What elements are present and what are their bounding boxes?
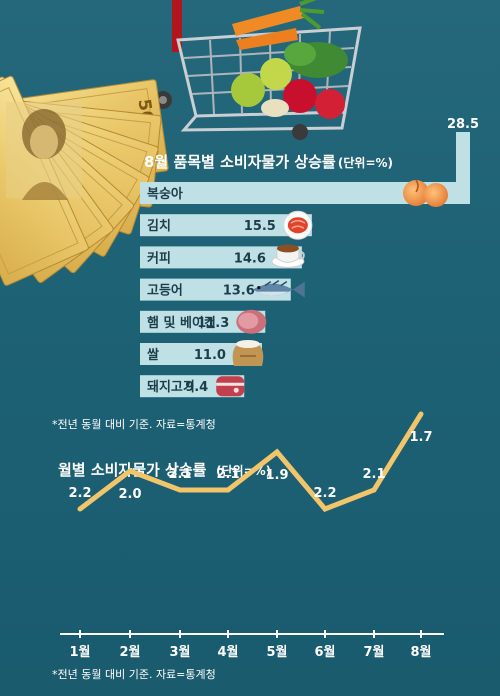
bar-value-label: 9.4 [185,380,208,395]
x-tick-label: 7월 [363,644,384,660]
x-tick-label: 3월 [169,644,190,660]
bar-category-label: 햄 및 베이컨 [147,315,216,331]
pork-icon [216,376,245,397]
line-chart-source-note: *전년 동월 대비 기준. 자료=통계청 [52,668,216,681]
kimchi-icon [283,210,313,240]
bar-value-label: 11.0 [194,348,226,363]
line-point-label: 2.1 [362,467,385,482]
bar-value-label: 28.5 [447,117,479,132]
bar-chart-source-note: *전년 동월 대비 기준. 자료=통계청 [52,418,216,431]
line-point-label: 2.0 [118,487,141,502]
banknote-portrait [6,102,82,200]
line-series [78,412,424,512]
bar [140,182,456,204]
bar-category-label: 복숭아 [147,186,183,202]
x-tick-label: 8월 [410,644,431,660]
x-tick-label: 6월 [314,644,335,660]
bar-overflow-extension [456,132,470,204]
bar-category-label: 쌀 [147,347,159,363]
x-tick-label: 1월 [69,644,90,660]
bar-value-label: 11.3 [197,316,229,331]
bar [140,278,291,301]
line-point-label: 2.1 [168,467,191,482]
line-point [177,487,183,493]
bar [140,246,302,269]
bar-category-label: 커피 [147,251,171,266]
x-tick-label: 5월 [266,644,287,660]
line-point [127,468,133,474]
bar [140,343,262,365]
bar-chart-unit: (단위=%) [338,155,393,170]
line-point-label: 2.2 [68,486,91,501]
bar-category-label: 돼지고기 [147,379,195,395]
line-point-label: 2.1 [216,467,239,482]
bar-value-label: 13.6 [223,284,255,299]
banknote-fan-icon: 50000AA 0000000 AAA 0000000 AAA 0000000 … [0,75,169,286]
peach-icon [403,179,448,207]
line-point-label: 2.2 [313,486,336,501]
line-point [371,487,377,493]
bar-category-label: 김치 [147,218,171,234]
line-point-label: 1.7 [409,430,432,445]
x-tick-label: 4월 [217,644,238,660]
bar-category-label: 고등어 [147,283,183,299]
ham-icon [236,309,267,334]
bar-chart-title: 8월 품목별 소비자물가 상승률 [144,153,336,171]
rice-sack-icon [232,340,264,366]
line-point [77,506,83,512]
bar-value-label: 14.6 [234,251,266,266]
bar-value-label: 15.5 [244,219,276,234]
bar [140,214,312,237]
line-point [322,506,328,512]
line-point [225,487,231,493]
bar-chart: 8월 품목별 소비자물가 상승률 (단위=%) 복숭아 28.5 김치 15.5 커피 1… [52,117,479,431]
line-point-label: 1.9 [265,468,288,483]
mackerel-icon [252,279,305,298]
x-tick-label: 2월 [119,644,140,660]
line-chart: 월별 소비자물가 상승률 (단위=%) 1월2.22월2.03월2.14월2.1… [52,411,444,681]
line-point [418,411,424,417]
bar [140,310,266,333]
coffee-icon [271,244,305,268]
line-point [274,449,280,455]
shopping-cart-icon [154,0,362,140]
